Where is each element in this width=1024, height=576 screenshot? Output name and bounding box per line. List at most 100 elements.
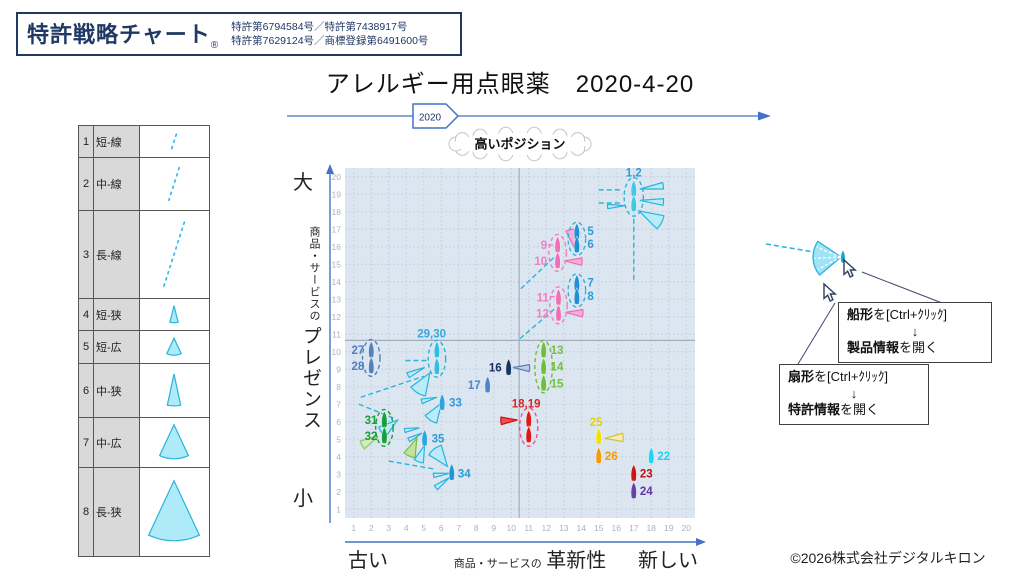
timeline: 2020 [287, 103, 771, 129]
timeline-year-marker[interactable]: 2020 [412, 103, 460, 129]
patent-fan[interactable] [413, 443, 426, 464]
patent-fan[interactable] [500, 416, 518, 426]
boat-23[interactable] [630, 464, 637, 482]
point-label: 35 [432, 433, 445, 445]
svg-text:13: 13 [559, 523, 569, 533]
point-label: 31 [365, 415, 378, 427]
boat-2[interactable] [630, 194, 637, 212]
point-label: 24 [640, 486, 653, 498]
patent-fan[interactable] [606, 203, 626, 210]
x-axis-label-new: 新しい [638, 550, 698, 572]
svg-text:17: 17 [629, 523, 639, 533]
x-axis-label-old: 古い [348, 550, 388, 572]
svg-text:9: 9 [336, 364, 341, 374]
boat-30[interactable] [433, 357, 440, 375]
boat-32[interactable] [381, 426, 388, 444]
boat-16[interactable] [505, 358, 512, 376]
timeline-arrowhead [758, 111, 771, 121]
patent-fan[interactable] [604, 432, 624, 443]
svg-text:13: 13 [332, 294, 342, 304]
legend-row-label: 中-広 [94, 418, 140, 467]
patent-fan[interactable] [564, 257, 583, 267]
group-ellipse [549, 286, 568, 325]
symbol-legend: 1 短-線 2 中-線 3 長-線 4 短-狭 5 短-広 6 中-狭 7 中-広 8 長-狭 [78, 125, 210, 557]
patent-fan[interactable] [359, 436, 379, 450]
patent-fan[interactable] [512, 363, 531, 373]
legend-row-8: 8 長-狭 [78, 467, 210, 557]
strategy-chart[interactable]: 1122334455667788991010111112121313141415… [290, 160, 710, 560]
svg-text:15: 15 [332, 259, 342, 269]
svg-text:12: 12 [332, 312, 342, 322]
patent-fan[interactable] [637, 209, 665, 230]
boat-15[interactable] [540, 373, 547, 392]
legend-row-symbol [140, 211, 209, 298]
patent-fan[interactable] [432, 472, 450, 479]
down-arrow: ↓ [911, 323, 919, 339]
svg-text:16: 16 [332, 242, 342, 252]
boat-17[interactable] [484, 375, 491, 394]
boat-34[interactable] [448, 463, 455, 481]
patent-fan[interactable] [639, 198, 665, 207]
legend-row-label: 長-線 [94, 211, 140, 298]
point-label: 8 [587, 291, 594, 303]
svg-text:1: 1 [336, 504, 341, 514]
svg-text:15: 15 [594, 523, 604, 533]
svg-text:19: 19 [332, 189, 342, 199]
svg-text:6: 6 [336, 417, 341, 427]
position-cloud: 高いポジション [448, 126, 592, 162]
svg-text:5: 5 [336, 434, 341, 444]
svg-text:12: 12 [542, 523, 552, 533]
patent-fan[interactable] [424, 401, 443, 424]
x-axis-title: 商品・サービスの 革新性 [400, 544, 660, 573]
group-ellipse [518, 407, 539, 447]
patent-fan[interactable] [403, 427, 420, 434]
page-title: アレルギー用点眼薬 2020-4-20 [325, 71, 695, 98]
boat-8[interactable] [573, 287, 580, 305]
patent-fan[interactable] [410, 371, 431, 397]
point-label: 6 [587, 239, 593, 251]
boat-26[interactable] [595, 446, 602, 464]
patent-fan[interactable] [407, 432, 423, 443]
svg-text:11: 11 [332, 329, 341, 339]
boat-6[interactable] [573, 235, 580, 254]
fan-hint-line2: 特許情報を開く [788, 402, 880, 418]
point-label: 10 [534, 256, 547, 268]
patent-fan[interactable] [420, 396, 438, 405]
patent-fan[interactable] [433, 477, 450, 491]
patent-fan[interactable] [403, 436, 418, 459]
boat-12[interactable] [555, 303, 562, 322]
boat-28[interactable] [368, 356, 375, 374]
boat-10[interactable] [554, 251, 561, 269]
legend-row-1: 1 短-線 [78, 125, 210, 158]
cursor-icon [843, 258, 858, 278]
patent-fan[interactable] [565, 308, 584, 318]
boat-19[interactable] [525, 425, 532, 443]
patent-fan[interactable] [639, 181, 665, 190]
group-ellipse [427, 339, 447, 378]
svg-text:8: 8 [336, 382, 341, 392]
legend-row-number: 8 [79, 468, 94, 556]
boat-35[interactable] [421, 429, 428, 447]
patent-fan[interactable] [406, 366, 425, 379]
legend-row-symbol [140, 158, 209, 210]
patent-line-2: 特許第7629124号／商標登録第6491600号 [231, 35, 429, 47]
point-label: 33 [449, 398, 462, 410]
point-label: 26 [605, 451, 618, 463]
patent-fan[interactable] [427, 444, 449, 468]
legend-row-number: 3 [79, 211, 94, 298]
point-label: 32 [365, 431, 378, 443]
legend-row-label: 短-広 [94, 331, 140, 363]
group-ellipse [374, 408, 394, 447]
boat-25[interactable] [595, 427, 602, 445]
boat-33[interactable] [439, 393, 446, 411]
legend-row-7: 7 中-広 [78, 417, 210, 468]
example-fan[interactable] [812, 240, 843, 276]
group-ellipse [534, 339, 554, 394]
svg-text:9: 9 [491, 523, 496, 533]
svg-text:4: 4 [404, 523, 409, 533]
logo-title: 特許戦略チャート® [27, 22, 220, 51]
group-ellipse [548, 233, 568, 272]
boat-24[interactable] [630, 481, 637, 499]
boat-22[interactable] [648, 446, 655, 464]
x-axis-title-big: 革新性 [546, 550, 607, 572]
